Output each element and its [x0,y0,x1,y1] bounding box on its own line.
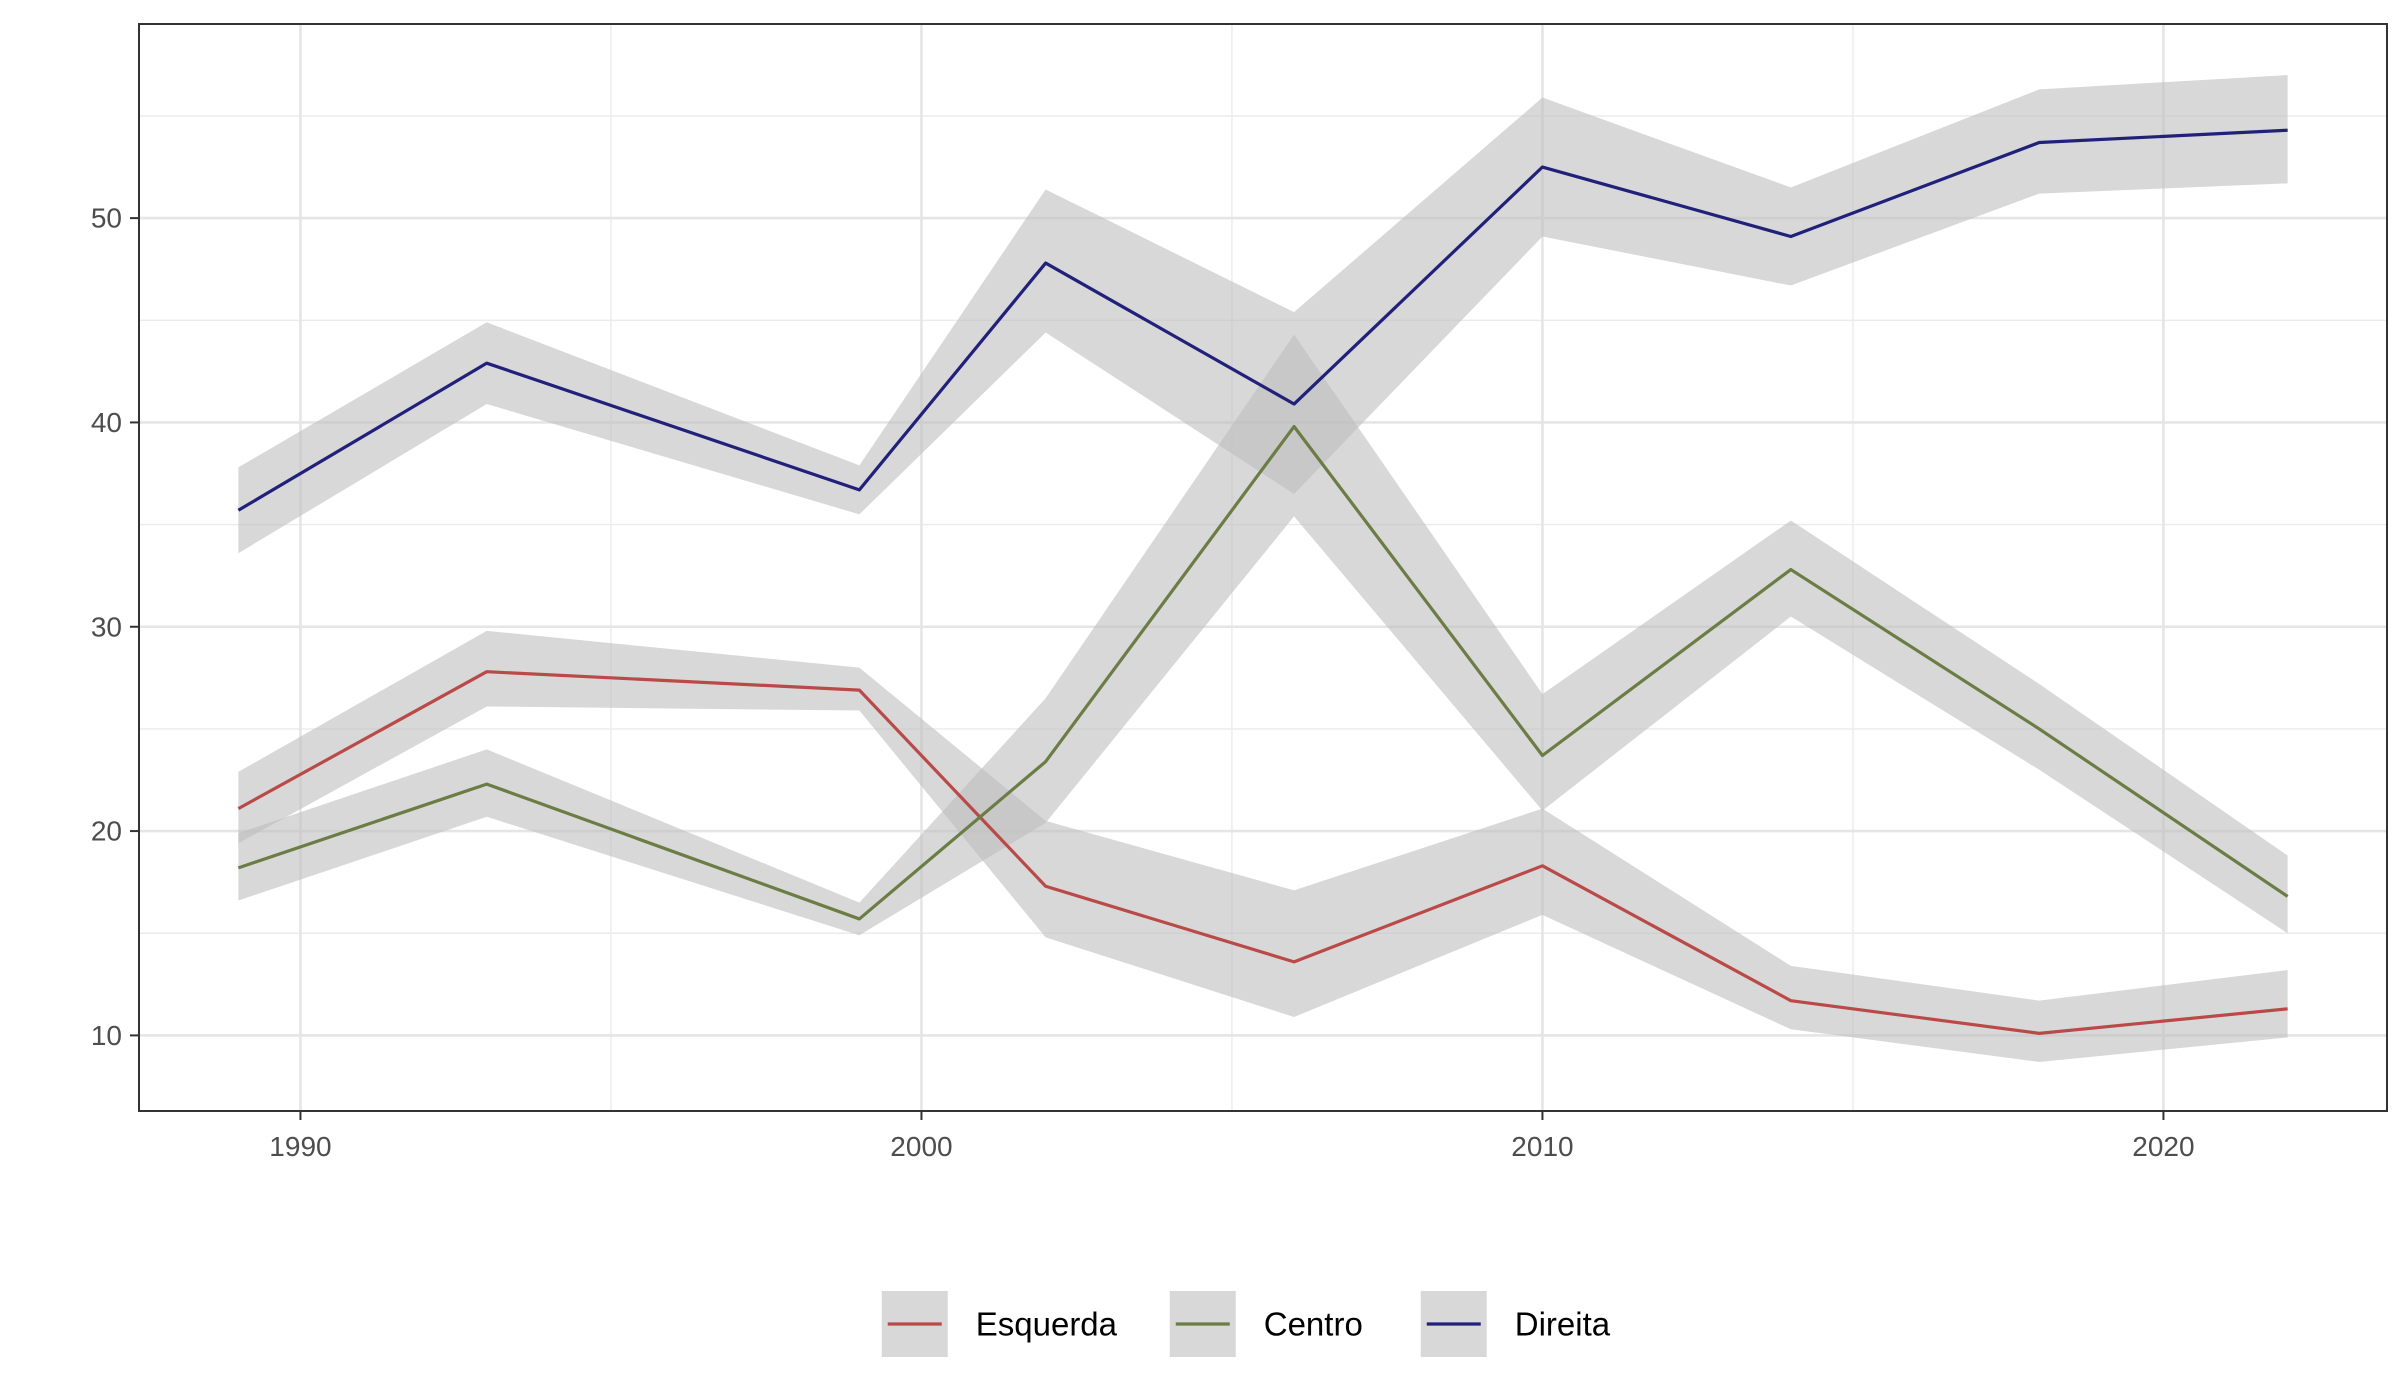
y-tick-label: 30 [91,611,122,642]
y-tick-label: 50 [91,203,122,234]
confidence-band-direita [238,75,2288,554]
y-tick-label: 20 [91,816,122,847]
x-tick-label: 2010 [1511,1131,1573,1162]
series-line-centro [237,424,2289,921]
y-tick-label: 10 [91,1020,122,1051]
panel-border [138,23,2388,1112]
x-axis-tick-labels: 1990 2000 2010 2020 [269,1131,2194,1162]
x-tick-label: 2000 [890,1131,952,1162]
legend-label: Direita [1515,1306,1611,1343]
confidence-band-esquerda [238,630,2288,1062]
series-line-direita [237,128,2288,512]
y-axis-tick-labels: 10 20 30 40 50 [91,203,122,1051]
x-tick-label: 1990 [269,1131,331,1162]
x-tick-label: 2020 [2132,1131,2194,1162]
legend-item-esquerda: Esquerda [881,1291,1118,1357]
y-tick-label: 40 [91,407,122,438]
legend: Esquerda Centro Direita [881,1291,1611,1357]
confidence-bands [238,75,2288,1062]
axis-ticks [130,217,2165,1120]
legend-item-direita: Direita [1420,1291,1611,1357]
legend-label: Centro [1264,1306,1363,1343]
series-line-esquerda [237,670,2288,1035]
major-gridlines [139,24,2387,1111]
legend-label: Esquerda [976,1306,1118,1343]
series-lines [237,128,2289,1035]
legend-item-centro: Centro [1169,1291,1363,1357]
